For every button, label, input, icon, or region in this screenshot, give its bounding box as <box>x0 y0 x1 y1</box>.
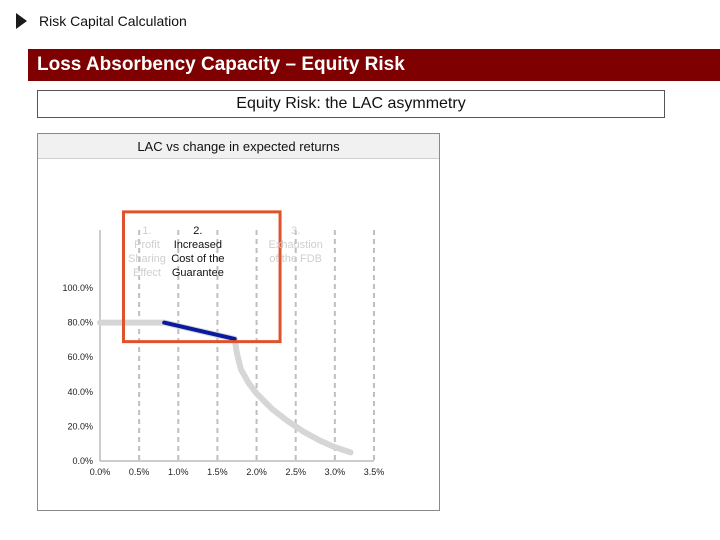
phase-annotation-line: Exhaustion <box>268 239 322 251</box>
y-tick-label: 80.0% <box>67 318 93 328</box>
phase-annotation-line: Cost of the <box>171 253 224 265</box>
phase-annotation-line: 1. <box>142 225 151 237</box>
chart-title-bar: LAC vs change in expected returns <box>38 134 439 159</box>
x-tick-label: 2.5% <box>285 467 306 477</box>
subtitle-text: Equity Risk: the LAC asymmetry <box>236 95 466 112</box>
chart-title: LAC vs change in expected returns <box>137 138 340 154</box>
phase-annotation-2: 2. Increased Cost of the Guarantee <box>171 225 224 279</box>
x-tick-label: 3.0% <box>325 467 346 477</box>
banner-title: Loss Absorbency Capacity – Equity Risk <box>37 54 405 75</box>
highlight-series-line <box>162 320 237 341</box>
phase-annotation-line: Profit <box>134 239 160 251</box>
slide-banner: Loss Absorbency Capacity – Equity Risk <box>28 49 720 81</box>
phase-annotation-line: of the FDB <box>269 253 322 265</box>
play-triangle-icon <box>16 13 27 29</box>
phase-annotation-1: 1. Profit Sharing Effect <box>128 225 166 279</box>
x-tick-label: 0.0% <box>90 467 111 477</box>
phase-annotation-line: Effect <box>133 267 161 279</box>
x-tick-label: 2.0% <box>246 467 267 477</box>
x-tick-label: 3.5% <box>364 467 385 477</box>
y-tick-label: 40.0% <box>67 387 93 397</box>
phase-annotation-line: Guarantee <box>172 267 224 279</box>
chart-frame: LAC vs change in expected returns 0.0% 0.… <box>37 133 440 511</box>
phase-annotation-line: Sharing <box>128 253 166 265</box>
y-tick-label: 0.0% <box>72 456 93 466</box>
x-tick-label: 1.0% <box>168 467 189 477</box>
section-title: Risk Capital Calculation <box>39 13 187 29</box>
subtitle-box: Equity Risk: the LAC asymmetry <box>37 90 665 118</box>
phase-annotation-line: Increased <box>174 239 222 251</box>
y-tick-label: 100.0% <box>62 283 93 293</box>
phase-annotation-3: 3. Exhaustion of the FDB <box>268 225 322 265</box>
x-tick-label: 0.5% <box>129 467 150 477</box>
section-header: Risk Capital Calculation <box>16 11 187 31</box>
phase-annotation-line: 3. <box>291 225 300 237</box>
highlight-box <box>121 210 282 344</box>
y-tick-label: 20.0% <box>67 421 93 431</box>
x-tick-label: 1.5% <box>207 467 228 477</box>
lac-chart: 0.0% 0.5% 1.0% 1.5% 2.0% 2.5% 3.0% 3.5% 0.0% 20.0… <box>62 210 385 477</box>
phase-annotation-line: 2. <box>193 225 202 237</box>
y-tick-label: 60.0% <box>67 352 93 362</box>
